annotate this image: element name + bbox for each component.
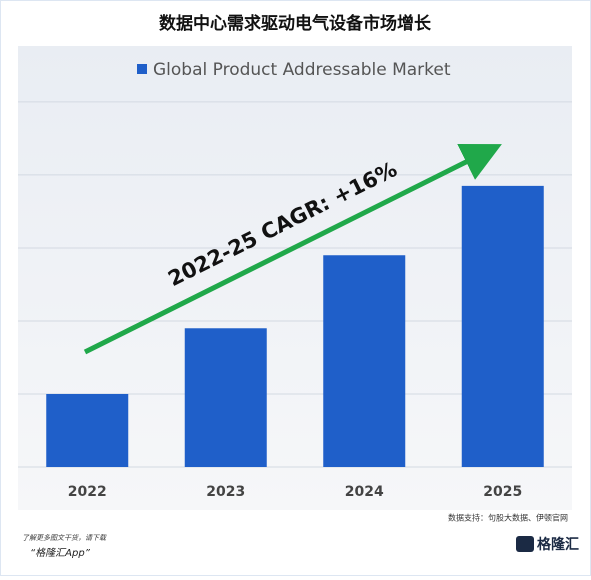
- plot: Global Product Addressable Market 2022 202…: [18, 60, 572, 500]
- source: 数据支持：句股大数据、伊顿官网: [448, 513, 568, 523]
- footer-app: “格隆汇App”: [30, 547, 91, 559]
- legend-label: Global Product Addressable Market: [153, 60, 451, 80]
- trend-arrow: [83, 144, 502, 355]
- logo-icon: [516, 536, 534, 552]
- x-tick-label: 2025: [483, 484, 522, 500]
- x-tick-label: 2023: [206, 484, 245, 500]
- legend-swatch: [137, 64, 147, 74]
- x-tick-label: 2022: [68, 484, 107, 500]
- bar: [323, 255, 406, 467]
- chart-title: 数据中心需求驱动电气设备市场增长: [159, 13, 432, 34]
- x-tick-label: 2024: [345, 484, 384, 500]
- footer-line: 了解更多图文干货，请下载: [22, 534, 107, 542]
- bar: [184, 328, 267, 467]
- bar: [46, 393, 129, 467]
- logo-text: 格隆汇: [537, 536, 579, 553]
- bar: [461, 185, 544, 467]
